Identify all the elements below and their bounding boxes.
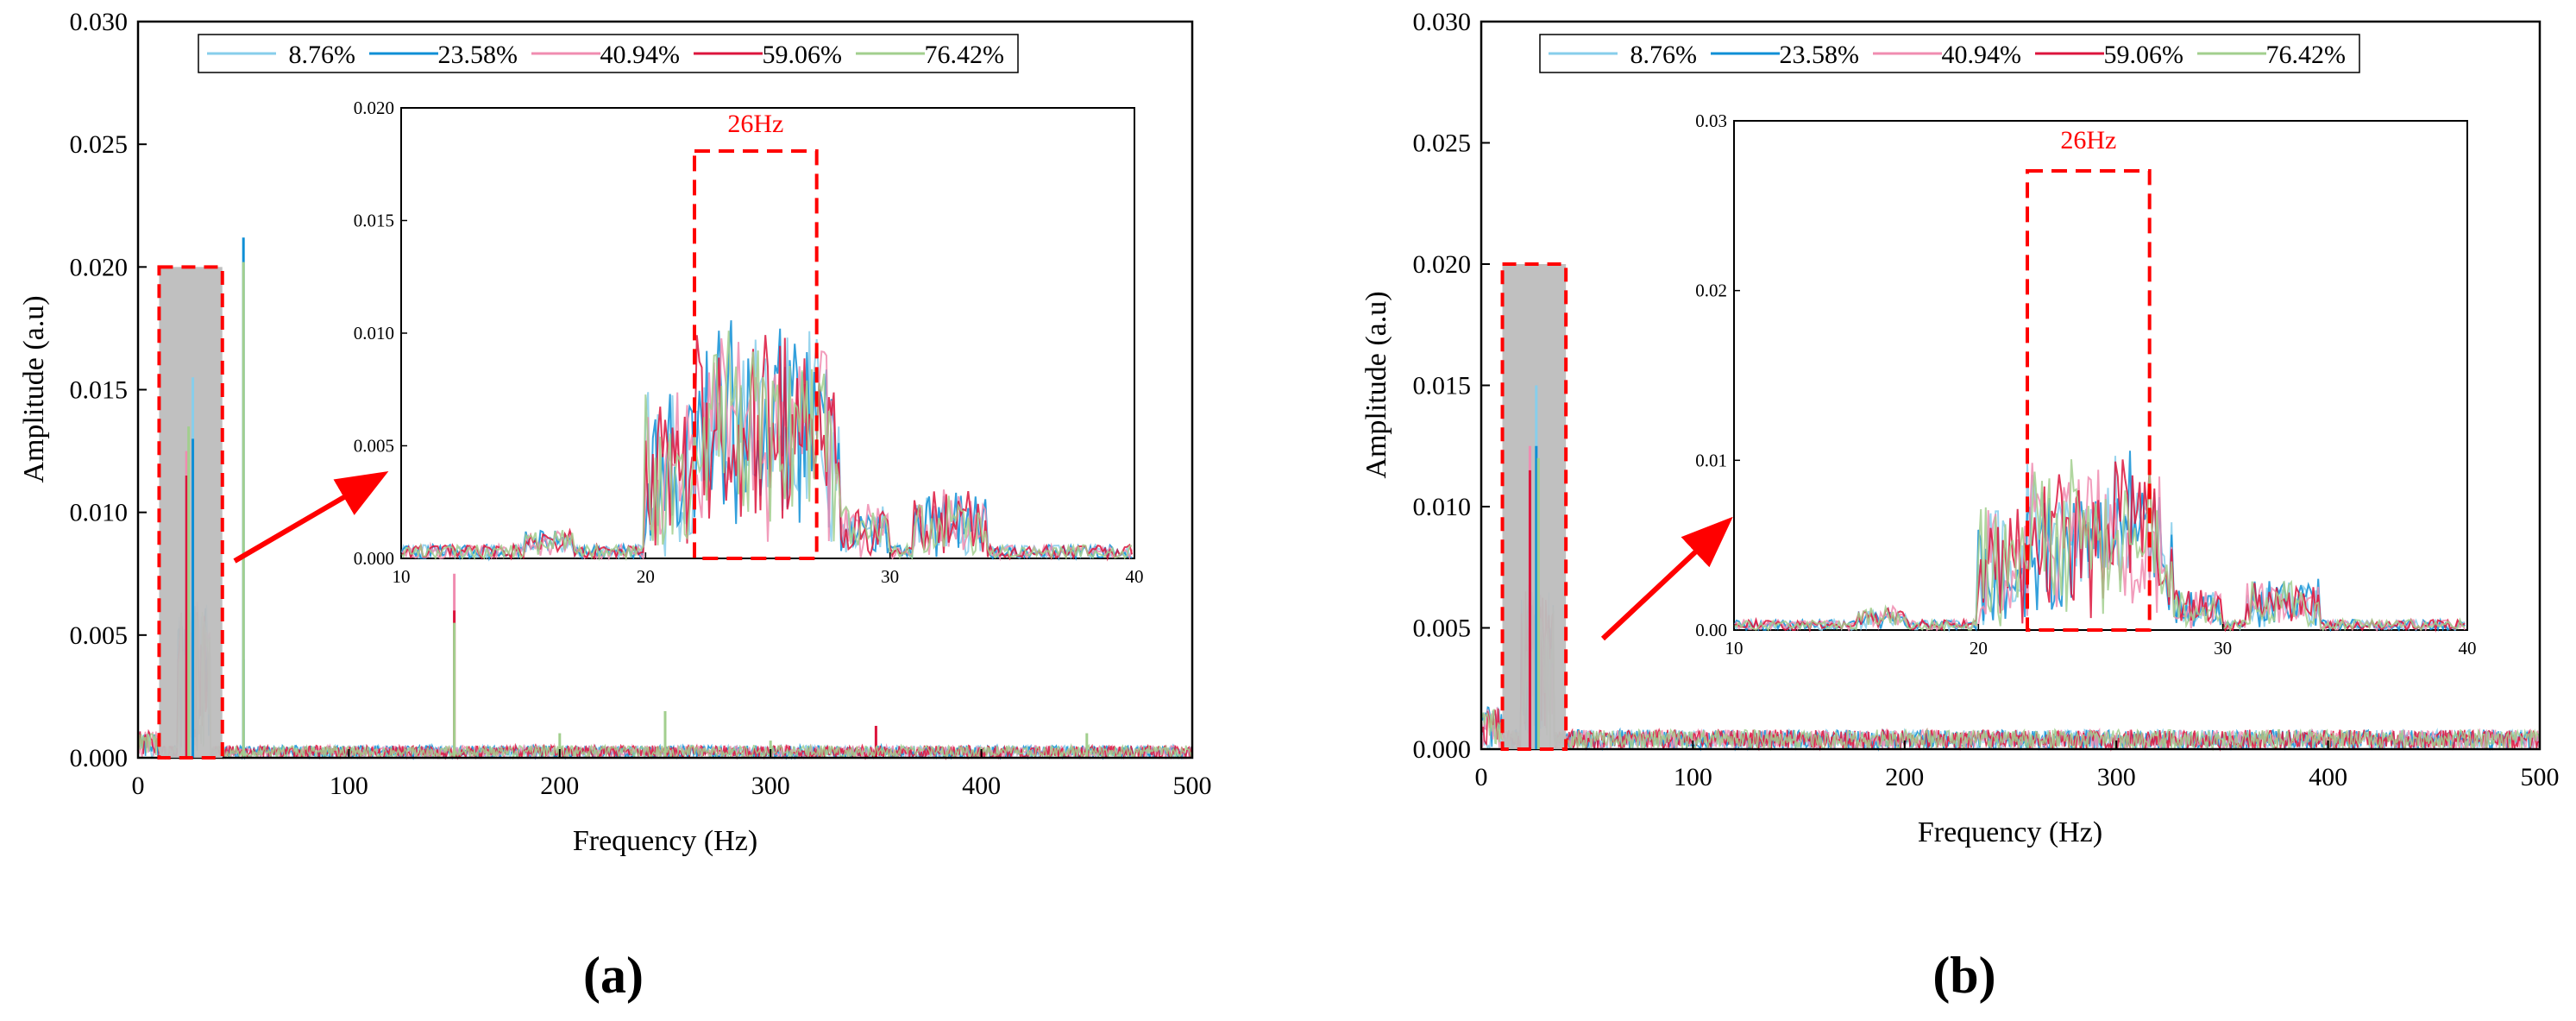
inset-y-tick-label: 0.01 xyxy=(1695,450,1727,470)
inset-y-tick-label: 0.02 xyxy=(1695,280,1727,301)
legend-label-1: 8.76% xyxy=(1630,41,1698,69)
panel-b-legend: 8.76% 23.58% 40.94% 59.06% 76.42% xyxy=(1539,34,2360,73)
inset-y-tick-label: 0.020 xyxy=(354,98,394,118)
panel-a-y-axis: 0.000 0.005 0.010 0.015 0.020 0.025 0.030 xyxy=(70,8,147,772)
zoom-dashed-box xyxy=(157,265,224,760)
x-tick-label: 500 xyxy=(2521,763,2560,791)
y-tick-label: 0.020 xyxy=(1413,250,1472,279)
zoom-dashed-box xyxy=(1500,262,1568,751)
y-tick-label: 0.020 xyxy=(70,253,129,281)
inset-y-tick-label: 0.000 xyxy=(354,548,394,569)
inset-x-tick-label: 20 xyxy=(637,566,655,587)
legend-label-5: 76.42% xyxy=(2266,41,2347,69)
y-tick-label: 0.005 xyxy=(70,621,129,650)
inset-highlight-box xyxy=(2026,169,2152,632)
spectrum-line-5 xyxy=(1480,600,2541,752)
y-tick-label: 0.010 xyxy=(70,499,129,527)
x-tick-label: 0 xyxy=(1475,763,1488,791)
panel-a-x-axis: 0 100 200 300 400 500 xyxy=(132,749,1212,800)
inset-y-tick-label: 0.00 xyxy=(1695,620,1727,640)
panel-b-label: (b) xyxy=(1932,947,1995,1004)
legend-label-5: 76.42% xyxy=(925,41,1005,69)
inset-line-5 xyxy=(1733,459,2466,633)
x-tick-label: 100 xyxy=(330,772,368,800)
panel-a-zoom-region xyxy=(157,265,224,760)
inset-annotation: 26Hz xyxy=(2060,126,2116,154)
x-tick-label: 200 xyxy=(1885,763,1924,791)
x-tick-label: 100 xyxy=(1674,763,1712,791)
inset-line-5 xyxy=(400,331,1133,562)
inset-x-tick-label: 30 xyxy=(881,566,899,587)
legend-label-4: 59.06% xyxy=(763,41,843,69)
y-tick-label: 0.030 xyxy=(1413,8,1472,36)
x-tick-label: 400 xyxy=(962,772,1001,800)
x-tick-label: 0 xyxy=(132,772,145,800)
panel-b-zoom-arrow xyxy=(1600,516,1733,641)
inset-annotation: 26Hz xyxy=(727,110,783,138)
y-tick-label: 0.010 xyxy=(1413,493,1472,521)
panel-a-label: (a) xyxy=(583,947,644,1004)
legend-label-4: 59.06% xyxy=(2104,41,2184,69)
y-tick-label: 0.030 xyxy=(70,8,129,36)
panel-b-zoom-region xyxy=(1500,262,1568,751)
legend-label-1: 8.76% xyxy=(289,41,356,69)
legend-label-2: 23.58% xyxy=(438,41,518,69)
inset-x-tick-label: 10 xyxy=(1725,638,1744,659)
inset-highlight-box xyxy=(693,149,819,560)
legend-label-3: 40.94% xyxy=(1942,41,2022,69)
x-tick-label: 300 xyxy=(751,772,790,800)
inset-x-tick-label: 40 xyxy=(2459,638,2477,659)
x-tick-label: 500 xyxy=(1173,772,1212,800)
panel-a-inset: 10 20 30 40 0.000 0.005 0.010 0.015 0.020 26Hz xyxy=(354,98,1144,587)
y-tick-label: 0.015 xyxy=(1413,372,1472,400)
zoom-shade xyxy=(1502,264,1567,749)
inset-y-tick-label: 0.03 xyxy=(1695,110,1727,131)
x-tick-label: 400 xyxy=(2309,763,2347,791)
inset-y-tick-label: 0.015 xyxy=(354,211,394,231)
legend-label-2: 23.58% xyxy=(1780,41,1860,69)
panel-b-y-axis: 0.000 0.005 0.010 0.015 0.020 0.025 0.030 xyxy=(1413,8,1490,764)
inset-y-tick-label: 0.010 xyxy=(354,323,394,343)
panel-b-inset: 10 20 30 40 0.00 0.01 0.02 0.03 26Hz xyxy=(1695,110,2476,659)
panel-a: 0 100 200 300 400 500 0.0000.0050.0100.0150.0… xyxy=(18,8,1212,1004)
panel-b-x-axis-label: Frequency (Hz) xyxy=(1918,816,2102,848)
legend-label-3: 40.94% xyxy=(600,41,681,69)
panel-a-x-axis-label: Frequency (Hz) xyxy=(573,825,757,857)
inset-x-tick-label: 30 xyxy=(2214,638,2232,659)
inset-line-3 xyxy=(400,337,1134,562)
spectrum-line-4 xyxy=(1480,591,2541,752)
inset-x-tick-label: 40 xyxy=(1126,566,1144,587)
panel-a-zoom-arrow xyxy=(233,470,389,564)
x-tick-label: 300 xyxy=(2097,763,2136,791)
panel-a-legend: 8.76% 23.58% 40.94% 59.06% 76.42% xyxy=(198,34,1019,73)
x-tick-label: 200 xyxy=(540,772,579,800)
y-tick-label: 0.000 xyxy=(1413,735,1472,764)
inset-x-tick-label: 10 xyxy=(393,566,411,587)
inset-y-tick-label: 0.005 xyxy=(354,436,394,457)
inset-frame xyxy=(400,107,1135,559)
inset-x-tick-label: 20 xyxy=(1970,638,1988,659)
panel-a-y-axis-label: Amplitude (a.u) xyxy=(18,295,50,482)
panel-b: 0 100 200 300 400 500 0.0000.0050.0100.0150.0… xyxy=(1360,8,2560,1004)
y-tick-label: 0.025 xyxy=(70,130,129,159)
y-tick-label: 0.005 xyxy=(1413,614,1472,643)
panel-b-x-axis: 0 100 200 300 400 500 xyxy=(1475,741,2560,791)
y-tick-label: 0.000 xyxy=(70,744,129,772)
y-tick-label: 0.015 xyxy=(70,376,129,405)
y-tick-label: 0.025 xyxy=(1413,129,1472,158)
zoom-shade xyxy=(159,267,223,758)
panel-b-y-axis-label: Amplitude (a.u) xyxy=(1360,291,1392,478)
